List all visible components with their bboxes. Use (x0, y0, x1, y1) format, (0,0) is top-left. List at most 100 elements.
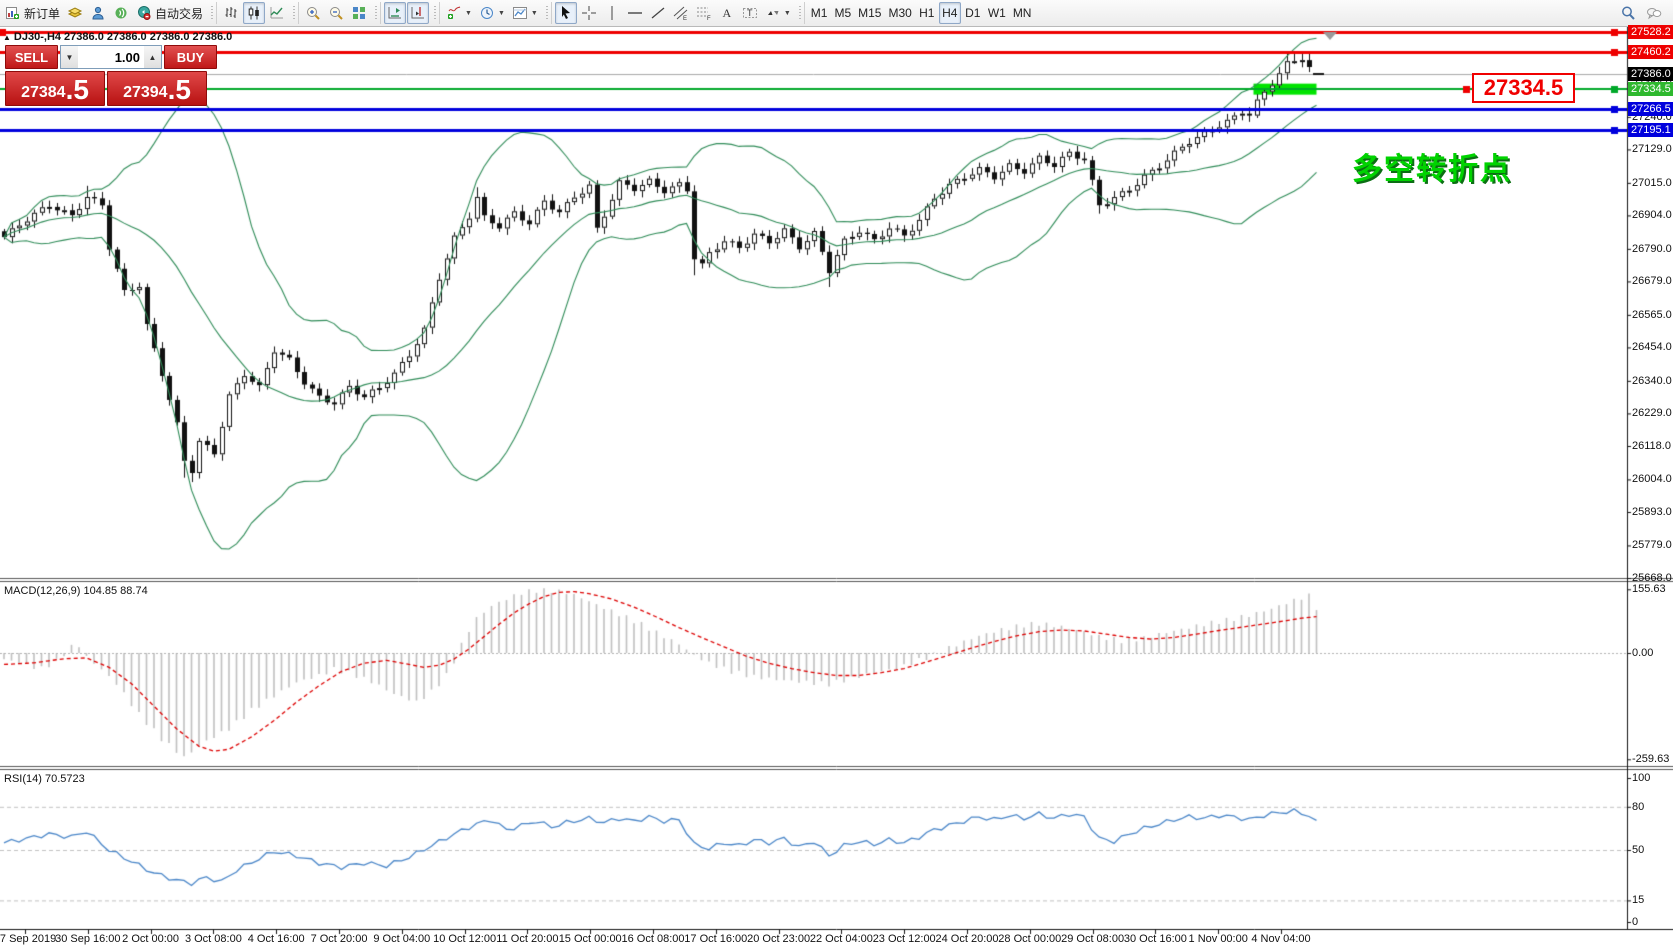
time-axis-label: 4 Nov 04:00 (1251, 933, 1311, 945)
time-axis-label: 9 Oct 04:00 (373, 933, 431, 945)
timeframe-h4[interactable]: H4 (938, 2, 961, 24)
timeframe-m15[interactable]: M15 (855, 2, 884, 24)
text-label-button[interactable]: T (739, 2, 761, 24)
timeframe-d1[interactable]: D1 (962, 2, 984, 24)
chart-shift-button[interactable] (407, 2, 430, 24)
chat-icon (1647, 8, 1662, 20)
price-tick-label: 25668.0 (1632, 572, 1672, 584)
search-icon (1622, 6, 1635, 20)
price-tick-label: 26340.0 (1632, 374, 1672, 387)
price-tick-label: 25893.0 (1632, 505, 1672, 518)
buy-price-main: 27394 (123, 84, 168, 101)
text-button[interactable]: A (716, 2, 738, 24)
channel-icon: E (673, 6, 688, 21)
chart-canvas[interactable] (0, 27, 1673, 950)
auto-scroll-button[interactable] (384, 2, 407, 24)
timeframe-m5[interactable]: M5 (831, 2, 854, 24)
autotrading-button-label: 自动交易 (155, 6, 204, 21)
timeframe-m30[interactable]: M30 (885, 2, 914, 24)
caret-down-icon: ▼ (783, 9, 791, 17)
candlestick-chart-button[interactable] (243, 2, 266, 24)
rsi-axis-label: 0 (1632, 916, 1639, 928)
time-axis-label: 30 Oct 16:00 (1123, 933, 1187, 945)
equidistant-channel-button[interactable]: E (670, 2, 692, 24)
layers-icon (67, 7, 83, 18)
timeframe-mn[interactable]: MN (1010, 2, 1035, 24)
sell-price[interactable]: 27384.5 (5, 71, 105, 106)
chart-shift-icon (411, 7, 425, 19)
price-line-label: 27386.0 (1628, 67, 1673, 82)
vertical-line-button[interactable] (601, 2, 623, 24)
new-order-button-label: 新订单 (24, 6, 61, 21)
fibo-icon: F (696, 7, 711, 21)
timeframe-h1[interactable]: H1 (916, 2, 938, 24)
price-tick-label: 26679.0 (1632, 275, 1672, 288)
line-chart-button[interactable] (266, 2, 288, 24)
autotrading-button[interactable]: 自动交易 (133, 2, 206, 24)
caret-down-icon: ▼ (465, 9, 472, 17)
price-tick-label: 26904.0 (1632, 209, 1672, 222)
new-order-button[interactable]: 新订单 (2, 2, 63, 24)
zoom-in-button[interactable] (302, 2, 324, 24)
sell-button[interactable]: SELL (5, 45, 58, 69)
timeframe-mn-label: MN (1012, 6, 1032, 20)
timeframe-m1-label: M1 (810, 6, 828, 20)
indicators-dropdown[interactable]: ▼ (443, 2, 475, 24)
time-axis-label: 24 Oct 20:00 (935, 933, 999, 945)
crosshair-button[interactable] (578, 2, 600, 24)
price-line-label: 27460.2 (1628, 45, 1673, 60)
volume-decrease-button[interactable]: ▼ (61, 46, 78, 68)
market-watch-button[interactable] (87, 2, 109, 24)
toolbar-separator (291, 2, 300, 24)
cursor-button[interactable] (554, 2, 577, 24)
one-click-trading-panel: SELL ▼ ▲ BUY 27384.5 27394.5 (5, 45, 217, 106)
toolbar-separator (432, 2, 441, 24)
time-axis-label: 30 Sep 16:00 (55, 933, 121, 945)
new-order-icon (6, 7, 19, 19)
candle-chart-icon (248, 6, 259, 20)
macd-axis-label: 0.00 (1632, 647, 1654, 659)
zoom-out-button[interactable] (325, 2, 347, 24)
timeframe-w1[interactable]: W1 (985, 2, 1009, 24)
price-tick-label: 25779.0 (1632, 539, 1672, 552)
toolbar-separator (543, 2, 552, 24)
time-axis-label: 10 Oct 12:00 (433, 933, 497, 945)
volume-input[interactable] (78, 46, 144, 68)
auto-scroll-icon (388, 7, 402, 19)
bar-chart-icon (225, 7, 237, 18)
chat-button[interactable] (1643, 2, 1665, 24)
toolbar-group-timeframes: M1 M5 M15 M30 H1 H4 D1 W1 MN (808, 2, 1035, 24)
horizontal-line-button[interactable] (624, 2, 646, 24)
arrows-dropdown[interactable]: ▼ (762, 2, 794, 24)
sell-price-pips: .5 (65, 74, 89, 105)
time-axis-label: 22 Oct 04:00 (809, 933, 873, 945)
periods-dropdown[interactable]: ▼ (476, 2, 508, 24)
templates-dropdown[interactable]: ▼ (509, 2, 541, 24)
toolbar-group-line-studies: E F A T ▼ (554, 2, 794, 24)
sell-price-main: 27384 (21, 84, 66, 101)
price-tick-label: 27129.0 (1632, 143, 1672, 156)
rsi-axis-label: 50 (1632, 844, 1645, 856)
time-axis-label: 23 Oct 12:00 (872, 933, 936, 945)
toolbar-separator (373, 2, 382, 24)
line-chart-icon (270, 7, 284, 19)
toolbar-group-chart-types (220, 2, 288, 24)
timeframe-m1[interactable]: M1 (808, 2, 831, 24)
fibonacci-button[interactable]: F (693, 2, 715, 24)
price-line-label: 27334.5 (1628, 82, 1673, 97)
trendline-button[interactable] (647, 2, 669, 24)
templates-icon (512, 7, 527, 19)
bar-chart-button[interactable] (220, 2, 242, 24)
broadcast-icon (115, 7, 127, 19)
search-button[interactable] (1617, 2, 1639, 24)
autotrade-icon (138, 6, 151, 20)
signals-button[interactable] (110, 2, 132, 24)
buy-price[interactable]: 27394.5 (107, 71, 207, 106)
metaeditor-button[interactable] (64, 2, 86, 24)
time-axis-label: 28 Oct 00:00 (998, 933, 1062, 945)
time-axis-label: 20 Oct 23:00 (747, 933, 811, 945)
tile-windows-button[interactable] (348, 2, 370, 24)
buy-button[interactable]: BUY (164, 45, 217, 69)
time-axis-label: 15 Oct 00:00 (558, 933, 622, 945)
volume-increase-button[interactable]: ▲ (144, 46, 161, 68)
